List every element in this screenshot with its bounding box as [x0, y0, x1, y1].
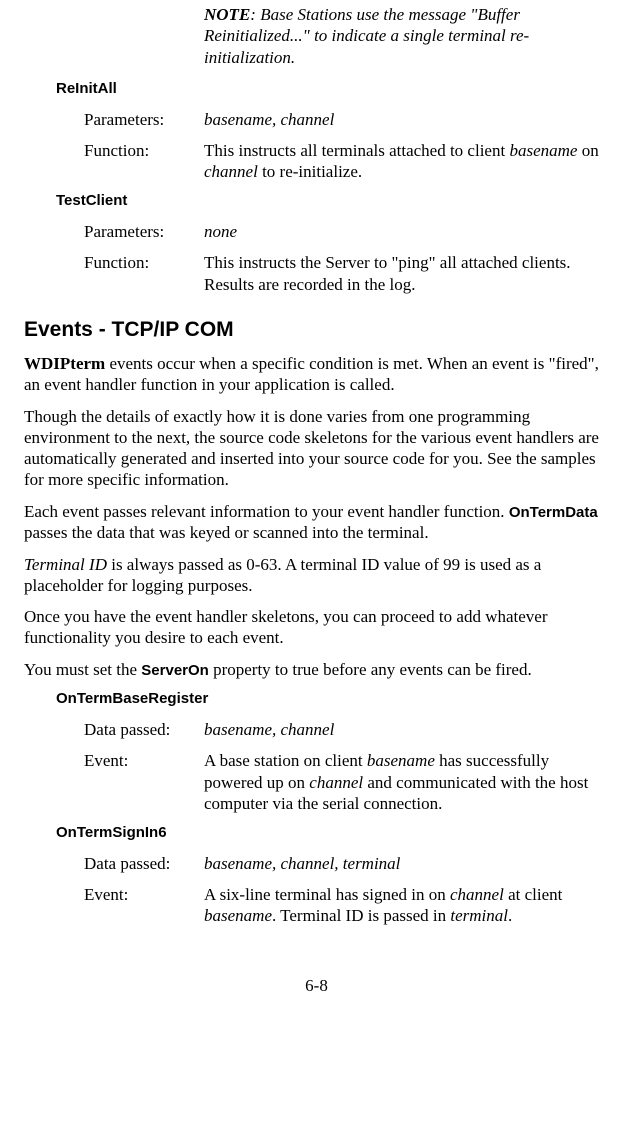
row-label: Function:: [84, 140, 204, 183]
body-paragraph: Once you have the event handler skeleton…: [24, 606, 601, 649]
body-paragraph: WDIPterm events occur when a specific co…: [24, 353, 601, 396]
row-label: Event:: [84, 884, 204, 927]
note-label: NOTE: [204, 5, 250, 24]
method-reinitall: ReInitAll Parameters: basename, channel …: [24, 80, 609, 183]
row-label: Parameters:: [84, 109, 204, 130]
event-name: OnTermSignIn6: [56, 824, 609, 843]
page-number: 6-8: [24, 975, 609, 996]
function-row: Function: This instructs all terminals a…: [84, 140, 601, 183]
param-row: Parameters: basename, channel: [84, 109, 601, 130]
note-text: : Base Stations use the message "Buffer …: [204, 5, 529, 67]
row-label: Event:: [84, 750, 204, 814]
function-row: Function: This instructs the Server to "…: [84, 252, 601, 295]
row-value: basename, channel: [204, 719, 601, 740]
body-paragraph: Each event passes relevant information t…: [24, 501, 601, 544]
method-name: TestClient: [56, 192, 609, 211]
row-value: This instructs all terminals attached to…: [204, 140, 601, 183]
body-paragraph: Though the details of exactly how it is …: [24, 406, 601, 491]
event-ontermsignin6: OnTermSignIn6 Data passed: basename, cha…: [24, 824, 609, 927]
row-value: This instructs the Server to "ping" all …: [204, 252, 601, 295]
row-label: Data passed:: [84, 719, 204, 740]
body-paragraph: Terminal ID is always passed as 0-63. A …: [24, 554, 601, 597]
row-value: A six-line terminal has signed in on cha…: [204, 884, 601, 927]
row-value: basename, channel, terminal: [204, 853, 601, 874]
row-label: Function:: [84, 252, 204, 295]
event-ontermbaseregister: OnTermBaseRegister Data passed: basename…: [24, 690, 609, 814]
method-testclient: TestClient Parameters: none Function: Th…: [24, 192, 609, 295]
body-paragraph: You must set the ServerOn property to tr…: [24, 659, 601, 681]
row-label: Data passed:: [84, 853, 204, 874]
row-value: basename, channel: [204, 109, 601, 130]
row-value: A base station on client basename has su…: [204, 750, 601, 814]
data-passed-row: Data passed: basename, channel, terminal: [84, 853, 601, 874]
method-name: ReInitAll: [56, 80, 609, 99]
event-row: Event: A six-line terminal has signed in…: [84, 884, 601, 927]
event-name: OnTermBaseRegister: [56, 690, 609, 709]
row-value: none: [204, 221, 601, 242]
event-row: Event: A base station on client basename…: [84, 750, 601, 814]
section-heading: Events - TCP/IP COM: [24, 317, 609, 343]
note-block: NOTE: Base Stations use the message "Buf…: [204, 4, 593, 68]
param-row: Parameters: none: [84, 221, 601, 242]
row-label: Parameters:: [84, 221, 204, 242]
data-passed-row: Data passed: basename, channel: [84, 719, 601, 740]
page-content: NOTE: Base Stations use the message "Buf…: [0, 0, 633, 1016]
